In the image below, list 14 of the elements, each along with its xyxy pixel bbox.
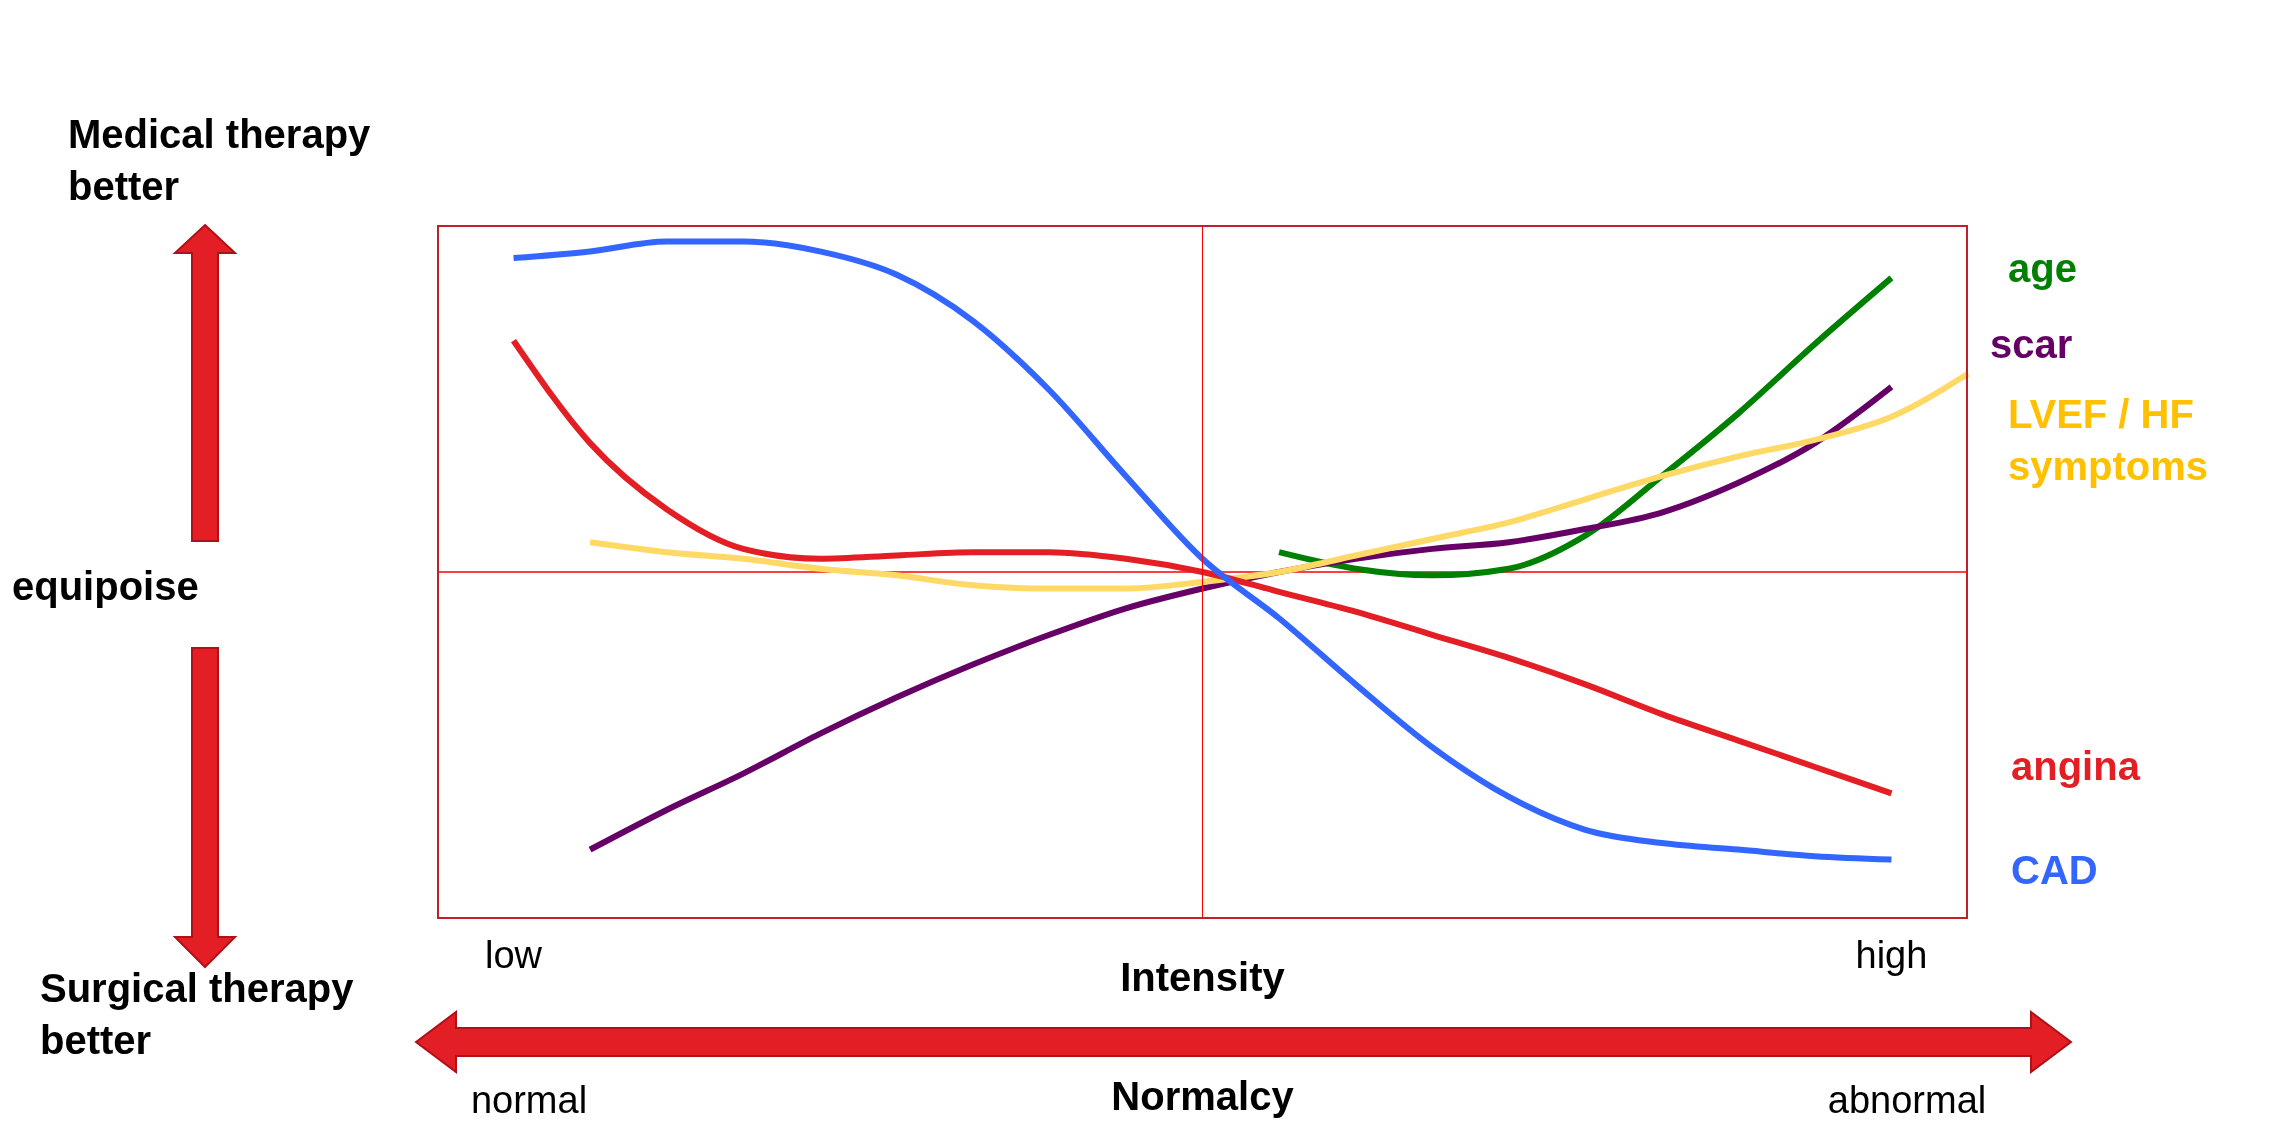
x-axis-title: Intensity <box>1119 955 1286 1000</box>
text: scar <box>1990 321 2074 368</box>
text: equipoise <box>12 563 200 610</box>
series-label: LVEF / HF symptoms <box>2008 391 2210 490</box>
text: abnormal <box>1826 1078 1988 1122</box>
text: CAD <box>2011 847 2099 894</box>
x-tick-label: high <box>1855 933 1928 976</box>
x-tick-label: low <box>485 933 543 976</box>
text: age <box>2008 245 2078 292</box>
text: Medical therapy better <box>68 111 372 210</box>
text: angina <box>2011 743 2142 790</box>
text: Surgical therapy better <box>40 965 355 1064</box>
text: normal <box>469 1078 589 1122</box>
x2-axis-title: Normalcy <box>1110 1074 1295 1119</box>
